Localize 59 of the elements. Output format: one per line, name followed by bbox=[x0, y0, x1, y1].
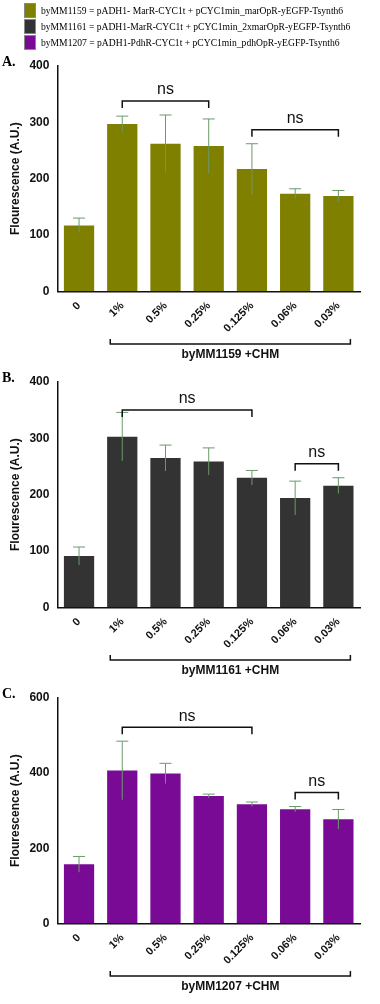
bar bbox=[236, 169, 268, 292]
bar bbox=[236, 804, 268, 924]
y-tick-label: 0 bbox=[42, 283, 50, 298]
bar bbox=[150, 773, 181, 924]
y-axis-title: Flourescence (A.U.) bbox=[7, 122, 22, 235]
x-axis-title: byMM1161 +CHM bbox=[181, 663, 280, 678]
x-tick-label: 0 bbox=[69, 931, 83, 944]
bar bbox=[323, 485, 354, 608]
chart-title: B. bbox=[2, 370, 15, 386]
x-axis-title: byMM1207 +CHM bbox=[181, 979, 280, 994]
bar bbox=[280, 498, 311, 608]
y-tick-label: 100 bbox=[29, 227, 50, 242]
y-tick-label: 400 bbox=[29, 58, 50, 73]
annotation: ns bbox=[178, 706, 196, 724]
annotation: ns bbox=[286, 109, 304, 127]
x-tick-label: 1% bbox=[106, 614, 126, 635]
bar bbox=[193, 145, 224, 292]
annotation: ns bbox=[308, 771, 326, 789]
chart-title: A. bbox=[2, 54, 16, 70]
y-tick-label: 200 bbox=[29, 170, 50, 185]
x-axis-title: byMM1159 +CHM bbox=[181, 347, 280, 362]
bar bbox=[323, 819, 354, 924]
y-tick-label: 400 bbox=[29, 765, 50, 780]
bar bbox=[107, 770, 138, 924]
y-axis-title: Flourescence (A.U.) bbox=[7, 754, 22, 867]
bar bbox=[280, 809, 311, 924]
annotation: ns bbox=[178, 389, 196, 407]
y-tick-label: 300 bbox=[29, 114, 50, 129]
x-tick-label: 0 bbox=[69, 299, 83, 312]
x-tick-label: 1% bbox=[106, 930, 126, 951]
y-tick-label: 600 bbox=[29, 690, 50, 705]
y-tick-label: 200 bbox=[29, 840, 50, 855]
bar bbox=[280, 193, 311, 292]
y-tick-label: 400 bbox=[29, 374, 50, 389]
y-tick-label: 200 bbox=[29, 486, 50, 501]
x-tick-label: 1% bbox=[106, 298, 126, 319]
annotation: ns bbox=[308, 443, 326, 461]
legend-label: byMM1161 = pADH1-MarR-CYC1t + pCYC1min_2xmarOpR-yEGFP-Tsynth6 bbox=[41, 20, 351, 32]
y-tick-label: 0 bbox=[42, 915, 50, 930]
legend-label: byMM1159 = pADH1- MarR-CYC1t + pCYC1min_marOpR-yEGFP-Tsynth6 bbox=[41, 4, 344, 16]
bar bbox=[63, 864, 95, 924]
bar bbox=[236, 477, 268, 608]
y-tick-label: 300 bbox=[29, 430, 50, 445]
bar bbox=[63, 225, 95, 292]
y-axis-title: Flourescence (A.U.) bbox=[7, 438, 22, 551]
bar bbox=[193, 796, 224, 924]
bar bbox=[107, 436, 138, 608]
bar bbox=[63, 556, 95, 608]
y-tick-label: 100 bbox=[29, 543, 50, 558]
bar bbox=[323, 196, 354, 292]
y-tick-label: 0 bbox=[42, 599, 50, 614]
bar bbox=[150, 143, 181, 292]
chart-title: C. bbox=[2, 686, 16, 702]
bar bbox=[150, 458, 181, 608]
x-tick-label: 0 bbox=[69, 615, 83, 628]
bar bbox=[107, 124, 138, 292]
legend-label: byMM1207 = pADH1-PdhR-CYC1t + pCYC1min_pdhOpR-yEGFP-Tsynth6 bbox=[41, 36, 340, 48]
bar bbox=[193, 461, 224, 608]
annotation: ns bbox=[157, 80, 174, 98]
